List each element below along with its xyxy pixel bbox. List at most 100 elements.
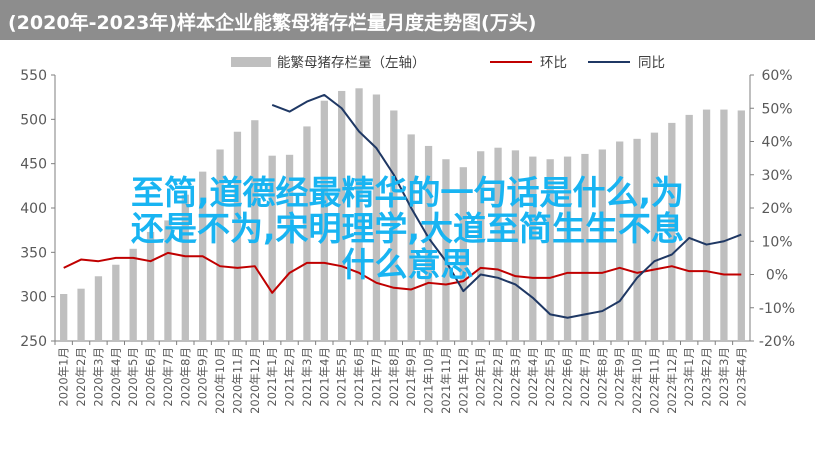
bar xyxy=(320,100,328,341)
series-line-yoy xyxy=(271,93,742,319)
overlay-line-1: 至简,道德经最精华的一句话是什么,为 xyxy=(130,173,685,212)
y-right-tick-label: 30% xyxy=(761,168,792,184)
bar xyxy=(164,220,172,341)
bar xyxy=(598,149,606,341)
y-right-tick-label: 0% xyxy=(766,268,788,284)
y-right-tick-label: -10% xyxy=(759,301,795,317)
bar xyxy=(355,88,363,341)
bar xyxy=(338,90,346,342)
bar xyxy=(529,156,537,341)
bar xyxy=(146,231,155,341)
bar xyxy=(477,151,485,341)
bar xyxy=(77,288,85,341)
y-right-tick-label: -20% xyxy=(759,334,795,350)
bar xyxy=(616,141,624,341)
x-tick-label: 2021年3月 xyxy=(300,347,314,407)
bar xyxy=(390,110,398,341)
x-tick-label: 2021年1月 xyxy=(265,347,279,407)
bar xyxy=(94,276,103,341)
y-right-tick-label: 10% xyxy=(761,234,792,250)
bar xyxy=(459,167,467,341)
bar xyxy=(685,114,693,342)
x-tick-label: 2020年10月 xyxy=(213,347,227,414)
bar xyxy=(633,138,641,341)
x-tick-label: 2021年4月 xyxy=(317,347,331,407)
bar xyxy=(424,145,433,341)
x-tick-label: 2021年11月 xyxy=(439,347,453,414)
x-tick-label: 2023年1月 xyxy=(682,347,696,407)
bar xyxy=(372,94,381,341)
x-tick-label: 2021年10月 xyxy=(422,347,436,414)
bar xyxy=(60,294,68,341)
bar xyxy=(129,248,137,341)
bar xyxy=(303,126,311,341)
x-tick-label: 2022年11月 xyxy=(647,347,661,414)
bar xyxy=(442,159,450,341)
x-tick-label: 2020年11月 xyxy=(230,347,244,414)
x-tick-label: 2023年4月 xyxy=(734,347,748,407)
x-tick-label: 2020年2月 xyxy=(74,347,88,407)
legend-label-yoy: 同比 xyxy=(638,55,665,71)
series-line-mom xyxy=(63,251,742,294)
x-tick-label: 2022年3月 xyxy=(508,347,522,407)
y-left-tick-label: 400 xyxy=(20,201,47,217)
x-tick-label: 2021年7月 xyxy=(369,347,383,407)
y-left-tick-label: 250 xyxy=(20,334,47,350)
bar xyxy=(720,109,728,341)
chart-title: (2020年-2023年)样本企业能繁母猪存栏量月度走势图(万头) xyxy=(8,12,537,34)
bar xyxy=(702,109,711,341)
legend-label-mom: 环比 xyxy=(540,55,567,71)
bar xyxy=(112,264,120,341)
chart-title-bar: (2020年-2023年)样本企业能繁母猪存栏量月度走势图(万头) xyxy=(0,0,815,40)
y-left-tick-label: 450 xyxy=(20,157,47,173)
legend-swatch-bar xyxy=(231,57,271,67)
y-left-tick-label: 300 xyxy=(20,290,47,306)
bar xyxy=(650,132,659,341)
x-tick-label: 2020年7月 xyxy=(161,347,175,407)
bar xyxy=(216,149,224,341)
x-tick-label: 2020年9月 xyxy=(196,347,210,407)
x-tick-label: 2020年8月 xyxy=(178,347,192,407)
y-left-tick-label: 350 xyxy=(20,245,47,261)
bar xyxy=(511,150,520,341)
x-tick-label: 2021年6月 xyxy=(352,347,366,407)
x-tick-label: 2020年12月 xyxy=(248,347,262,414)
bar xyxy=(546,159,554,341)
x-tick-label: 2020年6月 xyxy=(144,347,158,407)
x-tick-label: 2022年10月 xyxy=(630,347,644,414)
bar xyxy=(251,120,259,341)
x-tick-label: 2022年9月 xyxy=(613,347,627,407)
bar xyxy=(668,122,676,341)
bar xyxy=(233,131,242,341)
x-tick-label: 2021年9月 xyxy=(404,347,418,407)
legend-label-bar: 能繁母猪存栏量（左轴） xyxy=(277,55,426,71)
bar xyxy=(563,156,572,341)
x-tick-label: 2022年2月 xyxy=(491,347,505,407)
y-right-tick-label: 40% xyxy=(761,135,792,151)
x-tick-label: 2020年4月 xyxy=(109,347,123,407)
bar xyxy=(581,153,589,341)
bar xyxy=(494,147,502,341)
bar xyxy=(268,155,276,341)
y-right-tick-label: 20% xyxy=(761,201,792,217)
bar xyxy=(407,134,415,341)
y-right-tick-label: 60% xyxy=(761,68,792,84)
x-tick-label: 2022年4月 xyxy=(526,347,540,407)
overlay-line-2: 还是不为,宋明理学,大道至简生生不息 xyxy=(130,209,685,248)
x-tick-label: 2023年3月 xyxy=(717,347,731,407)
bar xyxy=(285,154,294,341)
x-tick-label: 2021年2月 xyxy=(283,347,297,407)
x-tick-label: 2020年5月 xyxy=(126,347,140,407)
x-tick-label: 2022年1月 xyxy=(474,347,488,407)
bar xyxy=(181,194,189,341)
x-tick-label: 2022年12月 xyxy=(665,347,679,414)
y-left-tick-label: 500 xyxy=(20,112,47,128)
x-tick-label: 2020年3月 xyxy=(91,347,105,407)
x-tick-label: 2022年6月 xyxy=(561,347,575,407)
x-tick-label: 2020年1月 xyxy=(57,347,71,407)
overlay-line-3: 什么意思 xyxy=(341,245,474,284)
overlay-text: 至简,道德经最精华的一句话是什么,为 还是不为,宋明理学,大道至简生生不息 什么… xyxy=(0,175,815,283)
y-left-tick-label: 550 xyxy=(20,68,47,84)
x-tick-label: 2022年5月 xyxy=(543,347,557,407)
